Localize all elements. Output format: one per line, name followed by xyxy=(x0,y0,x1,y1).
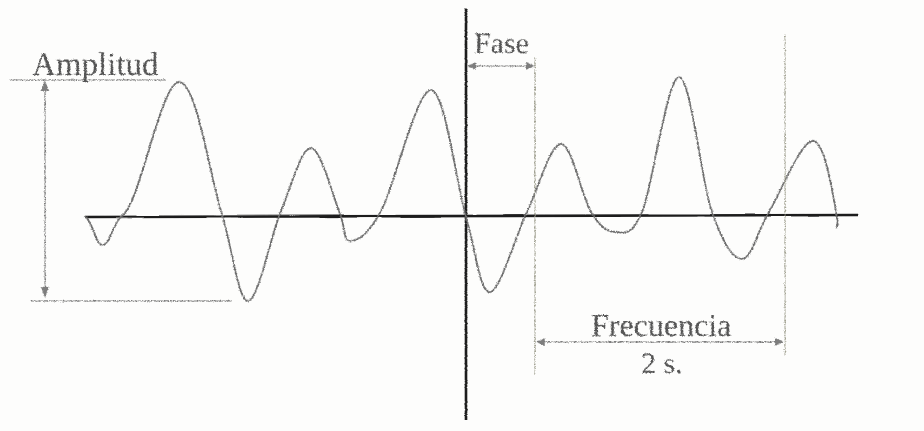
svg-text:Amplitud: Amplitud xyxy=(32,47,159,83)
svg-text:Fase: Fase xyxy=(474,27,529,60)
svg-text:2 s.: 2 s. xyxy=(641,347,683,380)
svg-text:Frecuencia: Frecuencia xyxy=(591,307,731,343)
